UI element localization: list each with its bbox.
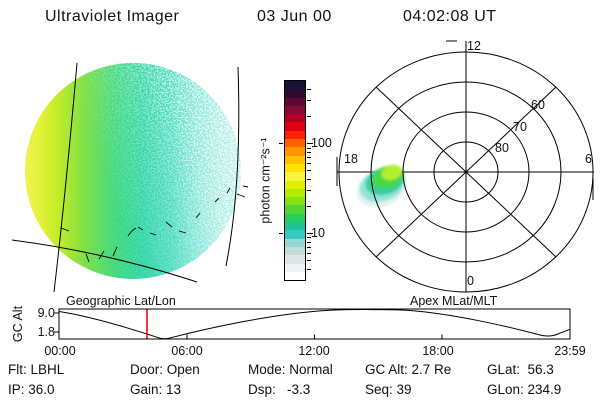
xtick-0600: 06:00	[171, 344, 203, 358]
auroral-blob	[356, 164, 406, 208]
earth-uv-disk	[11, 62, 249, 293]
colorbar-tick	[307, 269, 311, 271]
time-label: 04:02:08 UT	[403, 8, 497, 25]
colorbar-tick	[307, 190, 311, 192]
ytick-9: 9.0	[37, 306, 55, 320]
xtick-0000: 00:00	[44, 344, 76, 358]
polar-spokes	[337, 41, 594, 292]
mlt-18-label: 18	[344, 152, 358, 166]
colorbar-tick	[307, 237, 311, 239]
app-title: Ultraviolet Imager	[45, 8, 180, 25]
geo-caption: Geographic Lat/Lon	[66, 294, 176, 308]
colorbar-tick	[307, 260, 311, 262]
coastline-dashes	[98, 185, 249, 260]
mlt-0-label: 0	[467, 274, 474, 288]
mlt-6-label: 6	[585, 152, 592, 166]
date-label: 03 Jun 00	[257, 8, 332, 25]
status-door: Door: Open	[130, 362, 200, 377]
colorbar-tick	[307, 152, 311, 154]
status-glon: GLon: 234.9	[487, 382, 562, 397]
lat-70-label: 70	[513, 120, 527, 134]
colorbar-gradient	[285, 81, 305, 281]
colorbar-tick-10: 10	[311, 226, 325, 240]
mlt-12-label: 12	[467, 39, 481, 53]
status-glat: GLat: 56.3	[487, 362, 554, 377]
colorbar-tick-100: 100	[311, 136, 332, 150]
colorbar-tick	[307, 241, 311, 243]
altitude-curve	[58, 309, 571, 340]
colorbar-tick	[307, 233, 313, 235]
colorbar-tick	[307, 116, 311, 118]
colorbar-tick	[307, 157, 311, 159]
colorbar-tick	[307, 143, 313, 145]
colorbar-tick	[307, 169, 311, 171]
colorbar-units-label: photon cm⁻²s⁻¹	[258, 137, 273, 224]
colorbar-tick	[279, 143, 283, 145]
xtick-1200: 12:00	[298, 344, 330, 358]
colorbar-tick	[307, 148, 311, 150]
colorbar-tick	[307, 162, 311, 164]
polar-latitude-circles	[338, 51, 594, 293]
colorbar-tick	[279, 233, 283, 235]
status-seq: Seq: 39	[365, 382, 412, 397]
colorbar-tick	[307, 205, 311, 207]
status-gain: Gain: 13	[130, 382, 182, 397]
lat-60-label: 60	[531, 98, 545, 112]
status-gc-alt: GC Alt: 2.7 Re	[365, 362, 452, 377]
xtick-2359: 23:59	[554, 344, 586, 358]
apex-caption: Apex MLat/MLT	[410, 294, 498, 308]
altitude-strip-chart	[54, 308, 571, 340]
status-mode: Mode: Normal	[248, 362, 333, 377]
colorbar-tick	[307, 178, 311, 180]
status-filter: Flt: LBHL	[8, 362, 65, 377]
xtick-1800: 18:00	[422, 344, 454, 358]
colorbar-tick	[307, 88, 311, 90]
colorbar-tick	[307, 99, 311, 101]
polar-end-ticks	[336, 40, 594, 200]
ytick-1-8: 1.8	[37, 325, 55, 339]
yaxis-label: GC Alt	[11, 305, 25, 343]
status-dsp: Dsp: -3.3	[248, 382, 311, 397]
polar-dial	[336, 40, 594, 293]
colorbar-tick	[307, 246, 311, 248]
status-ip: IP: 36.0	[8, 382, 55, 397]
lat-80-label: 80	[495, 141, 509, 155]
colorbar	[279, 80, 313, 281]
geographic-grid-lines	[11, 62, 246, 293]
axis-ticks	[54, 312, 443, 339]
colorbar-tick	[307, 252, 311, 254]
